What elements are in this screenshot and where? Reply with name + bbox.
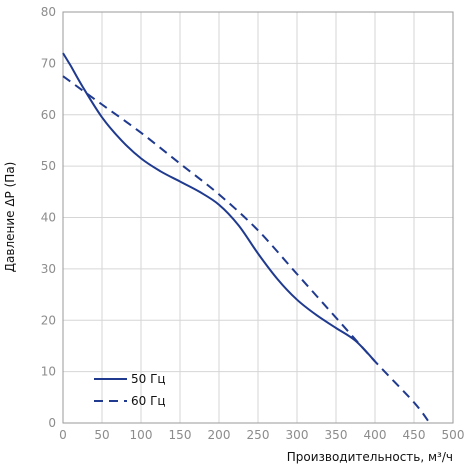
series-layer [62, 52, 431, 424]
y-axis-label: Давление ΔP (Па) [3, 162, 17, 273]
x-tick-label: 150 [169, 428, 192, 442]
x-tick-label: 200 [208, 428, 231, 442]
y-tick-label: 40 [41, 211, 56, 225]
x-tick-label: 350 [325, 428, 348, 442]
y-tick-label: 30 [41, 262, 56, 276]
plot-frame [62, 11, 454, 424]
y-tick-label: 60 [41, 108, 56, 122]
y-axis-ticks: 0 10 20 30 40 50 60 70 80 [41, 5, 56, 430]
legend-label-60hz: 60 Гц [131, 394, 166, 408]
x-tick-label: 300 [286, 428, 309, 442]
x-tick-label: 50 [94, 428, 109, 442]
y-tick-label: 20 [41, 313, 56, 327]
x-axis-label: Производительность, м³/ч [287, 450, 453, 464]
y-tick-label: 70 [41, 56, 56, 70]
x-tick-label: 450 [403, 428, 426, 442]
series-line-60hz [62, 75, 431, 424]
y-tick-label: 80 [41, 5, 56, 19]
grid [62, 11, 454, 424]
x-tick-label: 500 [442, 428, 465, 442]
y-tick-label: 50 [41, 159, 56, 173]
x-tick-label: 250 [247, 428, 270, 442]
y-tick-label: 10 [41, 365, 56, 379]
legend: 50 Гц 60 Гц [94, 372, 166, 408]
x-axis-ticks: 0 50 100 150 200 250 300 350 400 450 500 [59, 428, 464, 442]
y-tick-label: 0 [48, 416, 56, 430]
x-tick-label: 400 [364, 428, 387, 442]
x-tick-label: 0 [59, 428, 67, 442]
series-line-50hz [62, 52, 376, 363]
legend-label-50hz: 50 Гц [131, 372, 166, 386]
x-tick-label: 100 [130, 428, 153, 442]
